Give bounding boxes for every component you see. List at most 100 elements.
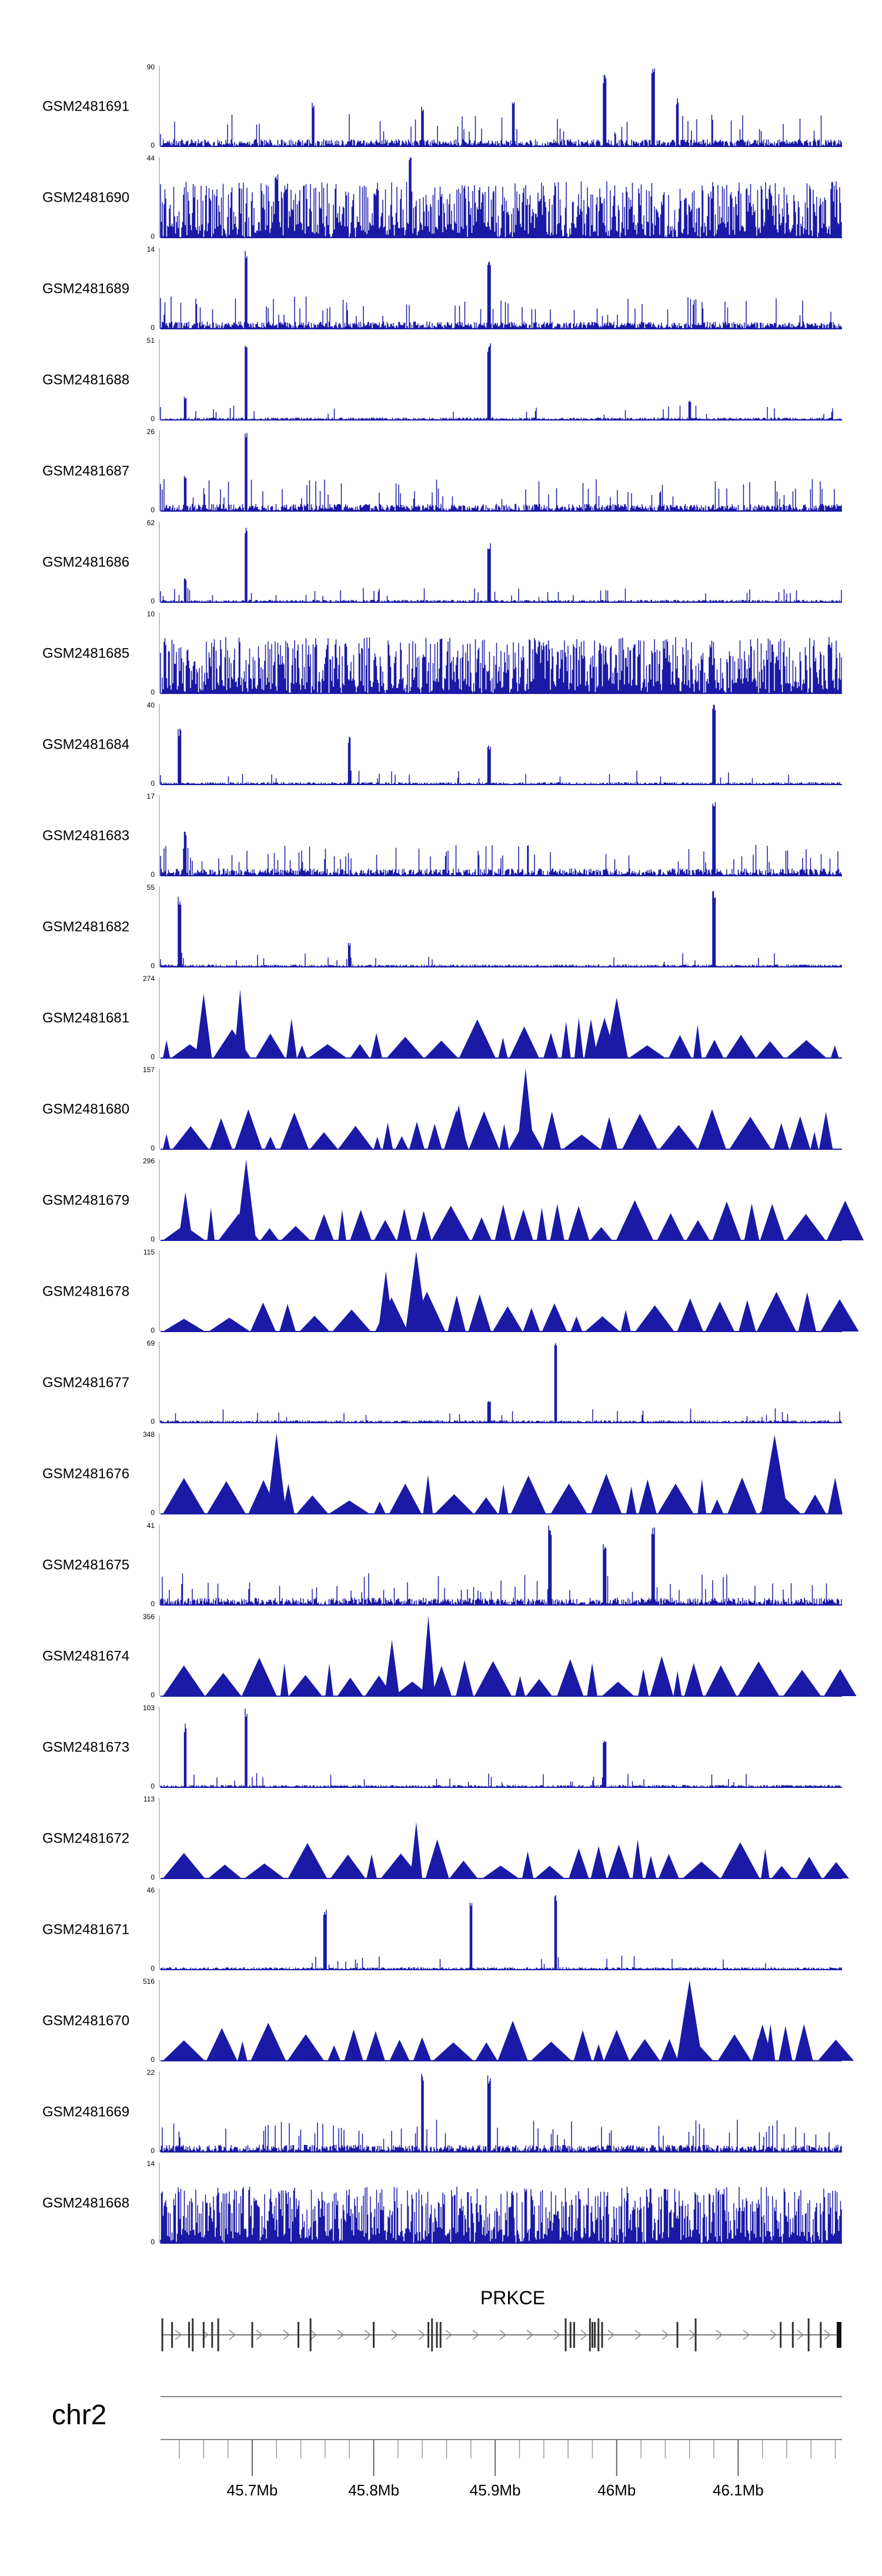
- gene-exon: [297, 2322, 299, 2348]
- gene-exon: [591, 2322, 593, 2348]
- track-peak: [422, 1616, 435, 1696]
- track-label: GSM2481685: [42, 646, 129, 662]
- track-label: GSM2481690: [42, 190, 129, 206]
- track-ymax-label: 516: [143, 1977, 155, 1986]
- track-peak: [195, 993, 212, 1058]
- track-ymax-label: 46: [147, 1886, 155, 1894]
- track-GSM2481690: GSM2481690 44 0: [42, 154, 842, 241]
- track-label: GSM2481674: [42, 1649, 129, 1664]
- track-ymin-label: 0: [151, 870, 155, 879]
- track-signal: [160, 1895, 842, 1970]
- track-ymax-label: 274: [143, 975, 155, 983]
- track-ymin-label: 0: [151, 506, 155, 514]
- axis-tick-label: 45.7Mb: [227, 2481, 278, 2499]
- gene-exon: [676, 2322, 679, 2348]
- track-label: GSM2481686: [42, 555, 129, 570]
- gene-strand-arrow: [634, 2330, 642, 2340]
- gene-exon: [694, 2318, 697, 2351]
- gene-strand-arrow: [229, 2330, 236, 2340]
- track-GSM2481687: GSM2481687 26 0: [42, 428, 842, 514]
- track-ymin-label: 0: [151, 1144, 155, 1152]
- gene-strand-arrow: [283, 2330, 290, 2340]
- track-ymin-label: 0: [151, 2238, 155, 2246]
- track-label: GSM2481680: [42, 1102, 129, 1117]
- track-label: GSM2481689: [42, 281, 129, 297]
- track-ymin-label: 0: [151, 141, 155, 149]
- track-signal: [160, 343, 842, 420]
- track-peak: [592, 1017, 617, 1058]
- gene-strand-arrow: [391, 2330, 399, 2340]
- gene-strand-arrow: [607, 2330, 615, 2340]
- gene-strand-arrow: [499, 2330, 507, 2340]
- track-GSM2481683: GSM2481683 17 0: [42, 792, 842, 879]
- track-GSM2481691: GSM2481691 90 0: [42, 63, 842, 149]
- track-signal: [160, 1525, 842, 1605]
- gene-strand-arrow: [472, 2330, 480, 2340]
- gene-strand-arrow: [797, 2330, 804, 2340]
- track-GSM2481674: GSM2481674 356 0: [42, 1613, 857, 1699]
- track-GSM2481686: GSM2481686 62 0: [42, 519, 842, 605]
- track-signal: [160, 528, 842, 602]
- track-ymin-label: 0: [151, 1053, 155, 1061]
- track-signal: [163, 1017, 839, 1058]
- genome-axis: chr2 45.7Mb 45.8Mb 45.9Mb 46Mb 46.1Mb: [52, 2396, 842, 2499]
- track-ymin-label: 0: [151, 1691, 155, 1699]
- track-signal: [160, 251, 842, 329]
- track-peak: [405, 1251, 427, 1332]
- track-label: GSM2481669: [42, 2104, 129, 2120]
- track-signal: [160, 2187, 842, 2243]
- axis-tick-label: 45.9Mb: [470, 2481, 521, 2499]
- track-GSM2481673: GSM2481673 103 0: [42, 1704, 842, 1790]
- track-signal: [160, 705, 842, 785]
- track-ymax-label: 356: [143, 1613, 155, 1621]
- track-ymax-label: 17: [147, 792, 155, 800]
- track-ymax-label: 348: [143, 1430, 155, 1439]
- track-ymin-label: 0: [151, 1600, 155, 1608]
- track-ymax-label: 115: [143, 1248, 155, 1256]
- track-peak: [236, 1160, 256, 1240]
- track-ymax-label: 62: [147, 519, 155, 527]
- track-signal: [160, 1343, 842, 1423]
- track-GSM2481685: GSM2481685 10 0: [42, 610, 842, 696]
- axis-tick-label: 46Mb: [597, 2481, 636, 2499]
- track-GSM2481677: GSM2481677 69 0: [42, 1339, 842, 1426]
- track-signal: [160, 890, 842, 967]
- track-label: GSM2481683: [42, 828, 129, 844]
- gene-exon: [807, 2318, 810, 2351]
- track-label: GSM2481681: [42, 1010, 129, 1026]
- gene-exon: [171, 2322, 173, 2348]
- track-label: GSM2481691: [42, 99, 129, 115]
- track-ymax-label: 157: [143, 1066, 155, 1074]
- track-ymax-label: 14: [147, 2160, 155, 2168]
- track-peak: [751, 2024, 773, 2061]
- track-label: GSM2481676: [42, 1466, 129, 1482]
- track-GSM2481675: GSM2481675 41 0: [42, 1521, 842, 1608]
- track-ymin-label: 0: [151, 779, 155, 788]
- gene-exon: [192, 2318, 194, 2351]
- gene-exon: [589, 2318, 591, 2351]
- track-peak: [761, 1434, 789, 1514]
- gene-exon: [202, 2322, 205, 2348]
- gene-exon: [211, 2322, 213, 2348]
- track-label: GSM2481678: [42, 1284, 129, 1300]
- track-label: GSM2481673: [42, 1740, 129, 1756]
- track-peak: [450, 1105, 467, 1149]
- track-label: GSM2481684: [42, 737, 129, 753]
- track-signal: [163, 1109, 833, 1149]
- track-label: GSM2481670: [42, 2013, 129, 2029]
- track-label: GSM2481672: [42, 1831, 129, 1847]
- gene-exon: [161, 2318, 163, 2351]
- track-signal: [163, 1292, 859, 1332]
- track-ymin-label: 0: [151, 962, 155, 970]
- gene-exon: [791, 2322, 794, 2348]
- track-signal: [163, 1200, 864, 1240]
- track-signal: [160, 158, 842, 238]
- track-ymin-label: 0: [151, 2056, 155, 2064]
- track-peak: [233, 989, 246, 1058]
- axis-tick-label: 45.8Mb: [348, 2481, 399, 2499]
- track-signal: [163, 1473, 843, 1514]
- track-ymax-label: 44: [147, 154, 155, 162]
- track-label: GSM2481679: [42, 1193, 129, 1209]
- gene-strand-arrow: [743, 2330, 750, 2340]
- gene-strand-arrow: [716, 2330, 723, 2340]
